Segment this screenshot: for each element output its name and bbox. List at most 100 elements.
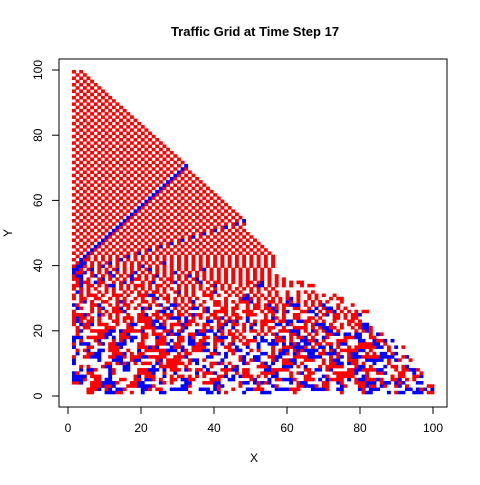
red-car-cell xyxy=(242,254,247,259)
red-car-cell xyxy=(238,251,243,255)
red-car-cell xyxy=(202,189,207,194)
red-car-cell xyxy=(216,244,221,249)
red-car-cell xyxy=(195,189,199,194)
blue-car-cell xyxy=(79,342,91,346)
red-car-cell xyxy=(213,193,218,197)
red-car-cell xyxy=(347,351,352,356)
blue-car-cell xyxy=(278,351,286,356)
x-tick-label: 20 xyxy=(134,421,148,435)
red-car-cell xyxy=(119,118,123,123)
red-car-cell xyxy=(220,235,225,239)
red-car-cell xyxy=(169,193,174,197)
blue-car-cell xyxy=(260,351,268,356)
red-car-cell xyxy=(162,232,167,236)
red-car-cell xyxy=(253,274,257,278)
blue-car-cell xyxy=(155,189,160,194)
red-car-cell xyxy=(111,99,116,103)
red-car-cell xyxy=(216,384,221,388)
red-car-cell xyxy=(256,300,261,304)
blue-car-cell xyxy=(187,335,192,340)
red-car-cell xyxy=(82,144,87,149)
grid-row xyxy=(72,180,203,184)
red-car-cell xyxy=(137,222,142,226)
red-car-cell xyxy=(86,186,91,191)
blue-car-cell xyxy=(383,381,391,385)
red-car-cell xyxy=(122,319,127,324)
red-car-cell xyxy=(133,225,138,230)
red-car-cell xyxy=(191,232,196,236)
red-car-cell xyxy=(104,131,109,136)
red-car-cell xyxy=(191,290,196,294)
red-car-cell xyxy=(166,300,171,304)
red-car-cell xyxy=(184,277,189,281)
blue-car-cell xyxy=(108,261,113,265)
red-car-cell xyxy=(140,183,145,187)
red-car-cell xyxy=(144,267,149,272)
red-car-cell xyxy=(347,319,355,324)
red-car-cell xyxy=(307,371,315,375)
red-car-cell xyxy=(115,121,120,126)
red-car-cell xyxy=(158,251,163,255)
grid-row xyxy=(72,251,272,255)
red-car-cell xyxy=(86,180,91,184)
red-car-cell xyxy=(184,293,189,298)
blue-car-cell xyxy=(245,319,250,324)
red-car-cell xyxy=(86,290,91,294)
blue-car-cell xyxy=(234,348,243,353)
red-car-cell xyxy=(90,251,95,255)
red-car-cell xyxy=(166,183,171,187)
red-car-cell xyxy=(126,244,131,249)
blue-car-cell xyxy=(354,371,359,375)
red-car-cell xyxy=(90,112,95,116)
red-car-cell xyxy=(126,238,131,243)
blue-car-cell xyxy=(144,377,152,382)
blue-car-cell xyxy=(90,267,95,272)
red-car-cell xyxy=(140,335,149,340)
blue-car-cell xyxy=(267,342,279,346)
grid-row xyxy=(72,293,337,298)
red-car-cell xyxy=(274,303,279,307)
red-car-cell xyxy=(100,154,105,158)
blue-car-cell xyxy=(137,251,142,255)
red-car-cell xyxy=(155,176,160,181)
red-car-cell xyxy=(90,202,95,207)
blue-car-cell xyxy=(166,342,171,346)
grid-row xyxy=(86,390,435,395)
blue-car-cell xyxy=(137,384,152,388)
red-car-cell xyxy=(104,151,109,155)
red-car-cell xyxy=(310,325,315,330)
blue-car-cell xyxy=(151,371,156,375)
red-car-cell xyxy=(180,325,185,330)
red-car-cell xyxy=(173,222,178,226)
red-car-cell xyxy=(357,384,366,388)
red-car-cell xyxy=(184,180,189,184)
red-car-cell xyxy=(155,199,160,204)
blue-car-cell xyxy=(205,390,214,395)
red-car-cell xyxy=(75,112,80,116)
red-car-cell xyxy=(289,338,294,343)
red-car-cell xyxy=(108,199,113,204)
red-car-cell xyxy=(79,319,84,324)
red-car-cell xyxy=(195,270,199,275)
red-car-cell xyxy=(111,319,120,324)
red-car-cell xyxy=(394,384,399,388)
red-car-cell xyxy=(108,193,113,197)
red-car-cell xyxy=(119,170,123,174)
red-car-cell xyxy=(119,238,123,243)
grid-row xyxy=(72,283,315,288)
red-car-cell xyxy=(318,309,323,314)
red-car-cell xyxy=(79,160,84,165)
red-car-cell xyxy=(216,238,221,243)
red-car-cell xyxy=(176,225,181,230)
red-car-cell xyxy=(176,338,185,343)
red-car-cell xyxy=(325,364,344,369)
red-car-cell xyxy=(90,99,95,103)
red-car-cell xyxy=(155,183,160,187)
red-car-cell xyxy=(224,209,228,213)
red-car-cell xyxy=(72,186,76,191)
red-car-cell xyxy=(155,257,160,262)
red-car-cell xyxy=(296,296,301,301)
grid-row xyxy=(72,102,120,106)
